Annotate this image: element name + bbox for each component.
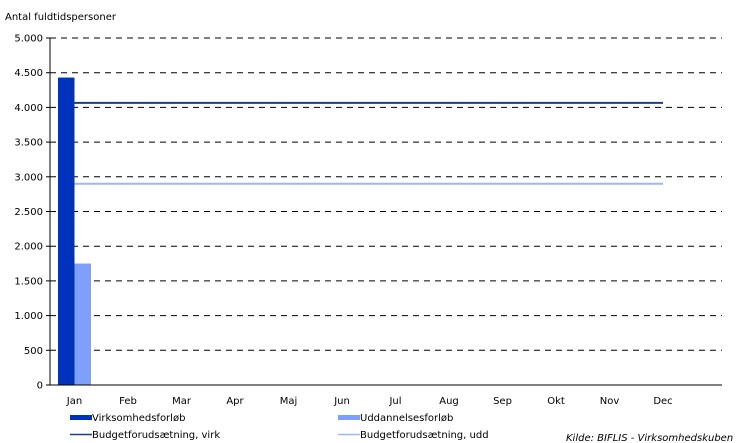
bar-virksomhedsforloeb (58, 77, 75, 386)
y-tick-label: 0 (37, 381, 43, 392)
x-tick-label: Jan (66, 396, 82, 407)
legend-label: Budgetforudsætning, virk (92, 430, 220, 441)
y-tick-label: 1.000 (14, 311, 43, 322)
bar-uddannelsesforloeb (74, 263, 91, 385)
y-tick-label: 2.500 (14, 207, 43, 218)
x-tick-label: Sep (493, 396, 512, 407)
x-tick-label: Nov (600, 396, 620, 407)
grid-lines (50, 37, 722, 351)
legend-label: Budgetforudsætning, udd (360, 430, 489, 441)
legend-swatch (338, 415, 360, 420)
legend-label: Uddannelsesforløb (360, 413, 453, 424)
y-tick-label: 4.000 (14, 103, 43, 114)
y-tick-label: 3.500 (14, 138, 43, 149)
y-tick-label: 1.500 (14, 276, 43, 287)
x-tick-label: Apr (226, 396, 244, 407)
x-tick-label: Maj (280, 396, 298, 407)
x-tick-labels: Jan Feb Mar Apr Maj Jun Jul Aug Sep Okt Nov Dec (66, 396, 673, 407)
x-tick-label: Feb (119, 396, 137, 407)
y-tick-label: 5.000 (14, 34, 43, 45)
source-note: Kilde: BIFLIS - Virksomhedskuben (566, 433, 733, 443)
y-axis-label: Antal fuldtidspersoner (5, 12, 117, 23)
y-tick-label: 500 (24, 346, 43, 357)
y-tick-label: 3.000 (14, 172, 43, 183)
x-tick-label: Jun (333, 396, 350, 407)
y-tick-label: 2.000 (14, 242, 43, 253)
legend-label: Virksomhedsforløb (92, 413, 185, 424)
y-tick-label: 4.500 (14, 68, 43, 79)
x-tick-label: Dec (653, 396, 672, 407)
legend-swatch (70, 415, 92, 420)
budget-lines (74, 101, 663, 185)
x-tick-label: Aug (439, 396, 459, 407)
legend: Virksomhedsforløb Uddannelsesforløb Budget… (70, 413, 489, 441)
x-tick-label: Mar (172, 396, 192, 407)
bars (58, 77, 91, 386)
x-tick-label: Jul (388, 396, 401, 407)
y-tick-labels: 0 500 1.000 1.500 2.000 2.500 3.000 3.500 4.000 4… (14, 34, 50, 392)
x-tick-label: Okt (547, 396, 565, 407)
